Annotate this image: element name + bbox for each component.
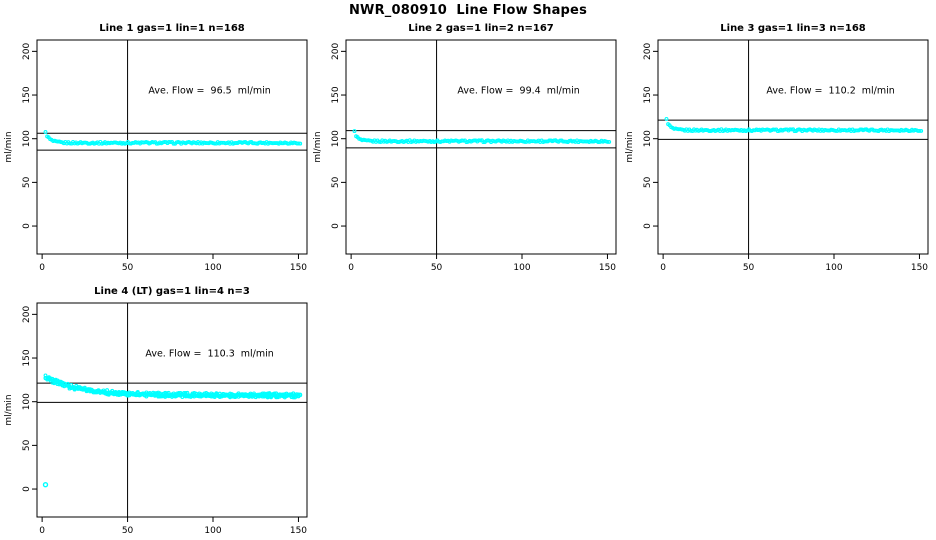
x-axis-tick-label: 0 (348, 263, 354, 273)
panel-line-1: Line 1 gas=1 lin=1 n=168 0 50 100 150 0 50 100… (1, 20, 315, 282)
plot-line-1: 0 50 100 150 0 50 100 150 200 ml/min Ave. Flow = 9… (4, 39, 308, 273)
ave-flow-annotation: Ave. Flow = 96.5 ml/min (148, 85, 270, 96)
outlier-point (42, 481, 49, 488)
y-axis-tick-label: 200 (643, 42, 653, 59)
data-points-line-2-flow (352, 129, 612, 145)
plot-box (36, 302, 308, 518)
ave-flow-annotation: Ave. Flow = 110.3 ml/min (145, 348, 273, 359)
panel-title-line-4: Line 4 (LT) gas=1 lin=4 n=3 (94, 286, 250, 297)
y-axis-tick-label: 200 (22, 42, 32, 59)
y-axis-tick-label: 50 (331, 176, 341, 188)
y-axis-tick-label: 50 (643, 176, 653, 188)
x-axis-tick-label: 100 (513, 263, 530, 273)
plot-box (657, 39, 929, 255)
y-axis-title: ml/min (4, 131, 14, 162)
y-axis-tick-label: 100 (22, 130, 32, 147)
data-points-line-4-flow (43, 373, 303, 400)
y-axis-tick-label: 200 (22, 305, 32, 322)
panel-line-2: Line 2 gas=1 lin=2 n=167 0 50 100 150 0 50 100… (310, 20, 624, 282)
panel-title-line-3: Line 3 gas=1 lin=3 n=168 (720, 23, 866, 34)
x-axis-tick-label: 0 (660, 263, 666, 273)
plot-box (36, 39, 308, 255)
x-axis-tick-label: 100 (825, 263, 842, 273)
ave-flow-annotation: Ave. Flow = 110.2 ml/min (766, 85, 894, 96)
y-axis-tick-label: 50 (22, 176, 32, 188)
ave-flow-annotation: Ave. Flow = 99.4 ml/min (457, 85, 579, 96)
panel-title-line-1: Line 1 gas=1 lin=1 n=168 (99, 23, 245, 34)
panel-title-line-2: Line 2 gas=1 lin=2 n=167 (408, 23, 554, 34)
y-axis-title: ml/min (4, 394, 14, 425)
x-axis-tick-label: 50 (743, 263, 755, 273)
y-axis-tick-label: 100 (643, 130, 653, 147)
y-axis-tick-label: 0 (643, 223, 653, 229)
y-axis-tick-label: 150 (22, 349, 32, 366)
x-axis-tick-label: 150 (599, 263, 616, 273)
x-axis-tick-label: 100 (204, 263, 221, 273)
y-axis-tick-label: 0 (22, 486, 32, 492)
y-axis-tick-label: 150 (22, 86, 32, 103)
y-axis-tick-label: 50 (22, 439, 32, 451)
x-axis-tick-label: 50 (122, 263, 134, 273)
x-axis-tick-label: 150 (911, 263, 928, 273)
y-axis-title: ml/min (313, 131, 323, 162)
x-axis-tick-label: 150 (290, 526, 307, 536)
x-axis-tick-label: 0 (39, 263, 45, 273)
x-axis-tick-label: 0 (39, 526, 45, 536)
y-axis-tick-label: 0 (331, 223, 341, 229)
plot-line-2: 0 50 100 150 0 50 100 150 200 ml/min Ave. Flow = 9… (313, 39, 617, 273)
y-axis-tick-label: 100 (331, 130, 341, 147)
y-axis-tick-label: 100 (22, 393, 32, 410)
panel-line-4: Line 4 (LT) gas=1 lin=4 n=3 0 50 100 150 0 50… (1, 283, 315, 540)
x-axis-tick-label: 150 (290, 263, 307, 273)
y-axis-tick-label: 150 (331, 86, 341, 103)
main-title: NWR_080910 Line Flow Shapes (348, 3, 588, 18)
y-axis-tick-label: 150 (643, 86, 653, 103)
data-points-line-1-flow (43, 130, 303, 146)
x-axis-tick-label: 50 (122, 526, 134, 536)
x-axis-tick-label: 100 (204, 526, 221, 536)
y-axis-tick-label: 0 (22, 223, 32, 229)
data-points-line-3-flow (664, 116, 924, 134)
plot-line-3: 0 50 100 150 0 50 100 150 200 ml/min Ave. Flow = 1… (625, 39, 929, 273)
plot-box (345, 39, 617, 255)
y-axis-title: ml/min (625, 131, 635, 162)
plot-line-4: 0 50 100 150 0 50 100 150 200 ml/min Ave. Flow = 1… (4, 302, 308, 536)
y-axis-tick-label: 200 (331, 42, 341, 59)
panel-line-3: Line 3 gas=1 lin=3 n=168 0 50 100 150 0 50 100… (622, 20, 936, 282)
x-axis-tick-label: 50 (431, 263, 443, 273)
